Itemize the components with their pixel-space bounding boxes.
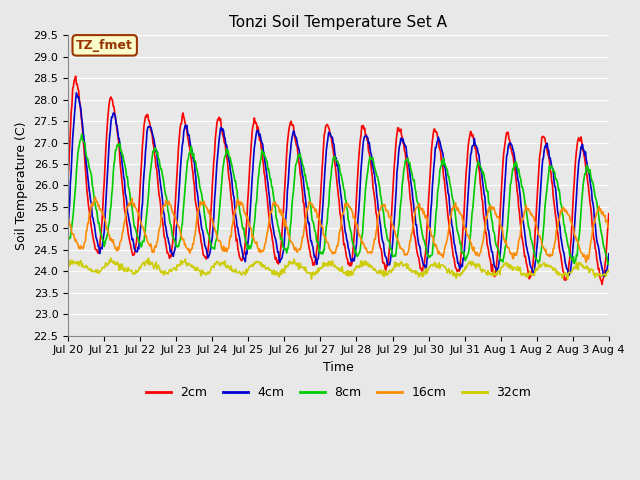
16cm	[331, 251, 339, 256]
Line: 2cm: 2cm	[68, 76, 609, 284]
Legend: 2cm, 4cm, 8cm, 16cm, 32cm: 2cm, 4cm, 8cm, 16cm, 32cm	[141, 382, 536, 405]
2cm	[64, 176, 72, 181]
4cm	[605, 251, 612, 257]
32cm	[383, 272, 391, 278]
Line: 16cm: 16cm	[68, 197, 609, 262]
16cm	[92, 194, 99, 200]
8cm	[64, 235, 72, 241]
Line: 8cm: 8cm	[68, 134, 609, 264]
2cm	[598, 281, 606, 287]
8cm	[207, 241, 214, 247]
2cm	[207, 211, 214, 216]
4cm	[72, 90, 80, 96]
4cm	[436, 143, 444, 148]
32cm	[107, 255, 115, 261]
Line: 32cm: 32cm	[68, 258, 609, 279]
8cm	[605, 260, 612, 266]
2cm	[556, 249, 564, 255]
8cm	[436, 165, 444, 170]
16cm	[582, 259, 590, 265]
32cm	[436, 263, 444, 269]
16cm	[383, 208, 391, 214]
8cm	[556, 193, 564, 199]
X-axis label: Time: Time	[323, 361, 354, 374]
Y-axis label: Soil Temperature (C): Soil Temperature (C)	[15, 121, 28, 250]
4cm	[207, 245, 214, 251]
2cm	[436, 149, 444, 155]
2cm	[331, 160, 339, 166]
4cm	[64, 227, 72, 232]
16cm	[436, 251, 444, 257]
32cm	[605, 267, 612, 273]
32cm	[207, 266, 214, 272]
32cm	[331, 263, 339, 268]
2cm	[72, 73, 79, 79]
16cm	[207, 215, 214, 221]
32cm	[564, 276, 572, 282]
16cm	[184, 246, 191, 252]
2cm	[605, 211, 612, 216]
8cm	[383, 236, 391, 241]
16cm	[605, 225, 612, 230]
2cm	[383, 264, 391, 269]
4cm	[556, 224, 564, 229]
16cm	[556, 212, 564, 218]
8cm	[604, 262, 612, 267]
32cm	[64, 264, 72, 269]
8cm	[78, 132, 86, 137]
4cm	[600, 274, 607, 279]
32cm	[184, 261, 191, 266]
Title: Tonzi Soil Temperature Set A: Tonzi Soil Temperature Set A	[230, 15, 447, 30]
4cm	[383, 261, 391, 267]
Text: TZ_fmet: TZ_fmet	[76, 39, 133, 52]
Line: 4cm: 4cm	[68, 93, 609, 276]
2cm	[184, 133, 191, 139]
16cm	[64, 215, 72, 221]
8cm	[331, 154, 339, 159]
4cm	[184, 128, 191, 134]
4cm	[331, 150, 339, 156]
8cm	[184, 158, 191, 164]
32cm	[556, 271, 564, 277]
